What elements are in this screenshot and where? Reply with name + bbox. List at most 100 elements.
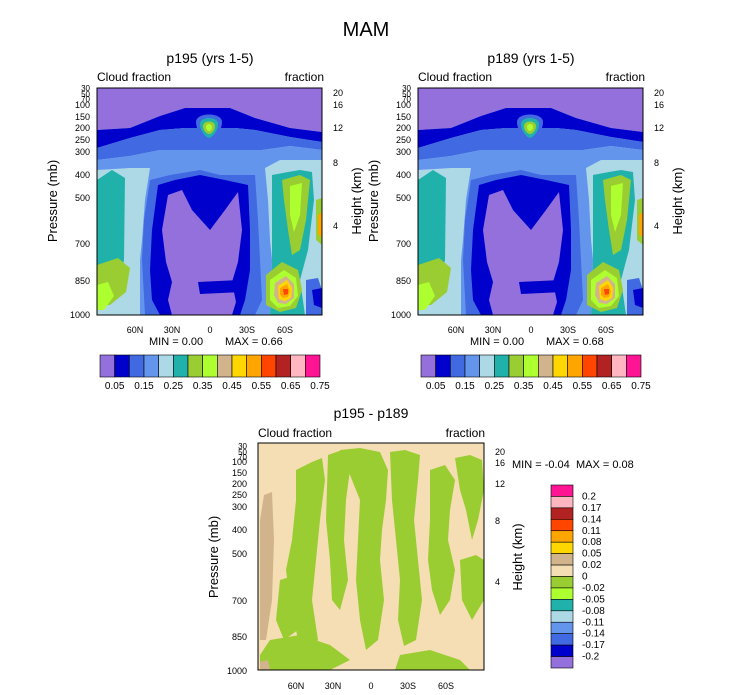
colorbar-swatch: [550, 644, 574, 657]
y-tick-label: 850: [232, 632, 247, 642]
y-tick-label: 30: [81, 84, 90, 93]
y-tick-label: 1000: [70, 310, 90, 320]
y-ticks-right: 20 16 12 8 4: [495, 447, 505, 587]
colorbar-swatch: [305, 354, 321, 378]
panel-title: p195 - p189: [334, 405, 409, 421]
colorbar-swatch: [550, 519, 574, 532]
colorbar-label: 0.05: [426, 381, 446, 392]
colorbar-label: 0.55: [573, 381, 593, 392]
y-right-tick-label: 20: [654, 88, 664, 98]
subtitle-left: Cloud fraction: [97, 70, 171, 84]
y-tick-label: 70: [238, 453, 247, 462]
y-axis-right-label: Height (km): [349, 167, 364, 234]
y-right-tick-label: 4: [654, 221, 659, 231]
x-tick-label: 60N: [127, 325, 144, 335]
x-tick-label: 0: [368, 681, 373, 691]
y-tick-label: 30: [402, 84, 411, 93]
colorbar-label: 0.15: [134, 381, 154, 392]
colorbar-swatch: [550, 621, 574, 634]
colorbar-label: -0.05: [582, 594, 605, 605]
y-tick-label: 400: [232, 525, 247, 535]
x-tick-label: 30S: [400, 681, 416, 691]
colorbar-swatch: [550, 541, 574, 554]
x-tick-label: 0: [528, 325, 533, 335]
panel-p195: p195 (yrs 1-5) Cloud fraction fraction: [45, 50, 364, 392]
colorbar-swatch: [420, 354, 436, 378]
colorbar-label: -0.11: [582, 617, 604, 628]
x-tick-label: 60S: [277, 325, 293, 335]
colorbar-label: 0.08: [582, 537, 602, 548]
figure-title: MAM: [343, 19, 390, 41]
colorbar-swatch: [187, 354, 203, 378]
x-ticks: 60N 30N 0 30S 60S: [288, 681, 454, 691]
y-tick-label: 850: [396, 276, 411, 286]
y-ticks-left: 30 50 70 100 150 200 250 300 400 500 700…: [227, 442, 248, 676]
colorbar-swatch: [435, 354, 451, 378]
colorbar-swatch: [550, 530, 574, 543]
x-tick-label: 60N: [288, 681, 305, 691]
x-tick-label: 60S: [438, 681, 454, 691]
colorbar-swatch: [158, 354, 174, 378]
subtitle-right: fraction: [446, 426, 485, 440]
colorbar-swatch: [246, 354, 262, 378]
colorbar-label: 0.02: [582, 560, 602, 571]
colorbar-label: 0.05: [105, 381, 125, 392]
max-label: MAX = 0.08: [576, 459, 634, 471]
y-tick-label: 300: [75, 147, 90, 157]
colorbar-label: 0.75: [631, 381, 651, 392]
colorbar-swatch: [550, 599, 574, 612]
y-tick-label: 100: [396, 100, 411, 110]
contour-field: [258, 443, 484, 670]
y-right-tick-label: 4: [333, 221, 338, 231]
plot-frame: [96, 87, 323, 316]
y-tick-label: 70: [81, 95, 90, 104]
colorbar-swatch: [290, 354, 306, 378]
y-axis-right-label: Height (km): [670, 167, 685, 234]
colorbar-label: -0.17: [582, 640, 605, 651]
colorbar-label: 0.65: [602, 381, 622, 392]
y-right-tick-label: 16: [495, 458, 505, 468]
colorbar: 0.05 0.15 0.25 0.35 0.45 0.55 0.65 0.75: [420, 354, 651, 392]
colorbar-swatch: [99, 354, 115, 378]
colorbar-swatch: [550, 610, 574, 623]
plot-frame: [257, 442, 485, 671]
y-tick-label: 200: [75, 123, 90, 133]
colorbar-swatch: [550, 633, 574, 646]
subtitle-right: fraction: [285, 70, 324, 84]
colorbar-label: 0.15: [455, 381, 475, 392]
subtitle-right: fraction: [606, 70, 645, 84]
y-right-tick-label: 8: [495, 516, 500, 526]
y-right-tick-label: 20: [495, 447, 505, 457]
colorbar-swatch: [173, 354, 189, 378]
x-ticks: 60N 30N 0 30S 60S: [127, 325, 293, 335]
y-tick-label: 200: [396, 123, 411, 133]
y-right-tick-label: 8: [333, 158, 338, 168]
y-tick-label: 500: [232, 549, 247, 559]
y-ticks-right: 20 16 12 8 4: [654, 88, 664, 231]
min-label: MIN = 0.00: [149, 336, 203, 348]
x-tick-label: 0: [207, 325, 212, 335]
y-right-tick-label: 12: [333, 123, 343, 133]
y-right-tick-label: 12: [654, 123, 664, 133]
colorbar-label: 0.55: [252, 381, 272, 392]
colorbar-swatch: [494, 354, 510, 378]
colorbar-swatch: [523, 354, 539, 378]
y-right-tick-label: 4: [495, 577, 500, 587]
colorbar-swatch: [550, 587, 574, 600]
y-ticks-right: 20 16 12 8 4: [333, 88, 343, 231]
panel-p189: p189 (yrs 1-5) Cloud fraction fraction: [366, 50, 685, 392]
colorbar-label: 0.45: [222, 381, 242, 392]
y-tick-label: 700: [396, 239, 411, 249]
y-tick-label: 700: [75, 239, 90, 249]
y-tick-label: 400: [396, 170, 411, 180]
max-label: MAX = 0.68: [546, 336, 604, 348]
y-tick-label: 30: [238, 442, 247, 451]
colorbar-swatch: [538, 354, 554, 378]
colorbar-swatch: [567, 354, 583, 378]
colorbar-swatch: [450, 354, 466, 378]
y-tick-label: 70: [402, 95, 411, 104]
x-tick-label: 60N: [448, 325, 465, 335]
colorbar-swatch: [508, 354, 524, 378]
x-tick-label: 30S: [560, 325, 576, 335]
